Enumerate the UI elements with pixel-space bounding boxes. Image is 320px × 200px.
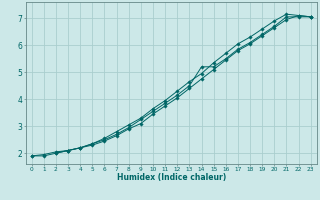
X-axis label: Humidex (Indice chaleur): Humidex (Indice chaleur): [116, 173, 226, 182]
